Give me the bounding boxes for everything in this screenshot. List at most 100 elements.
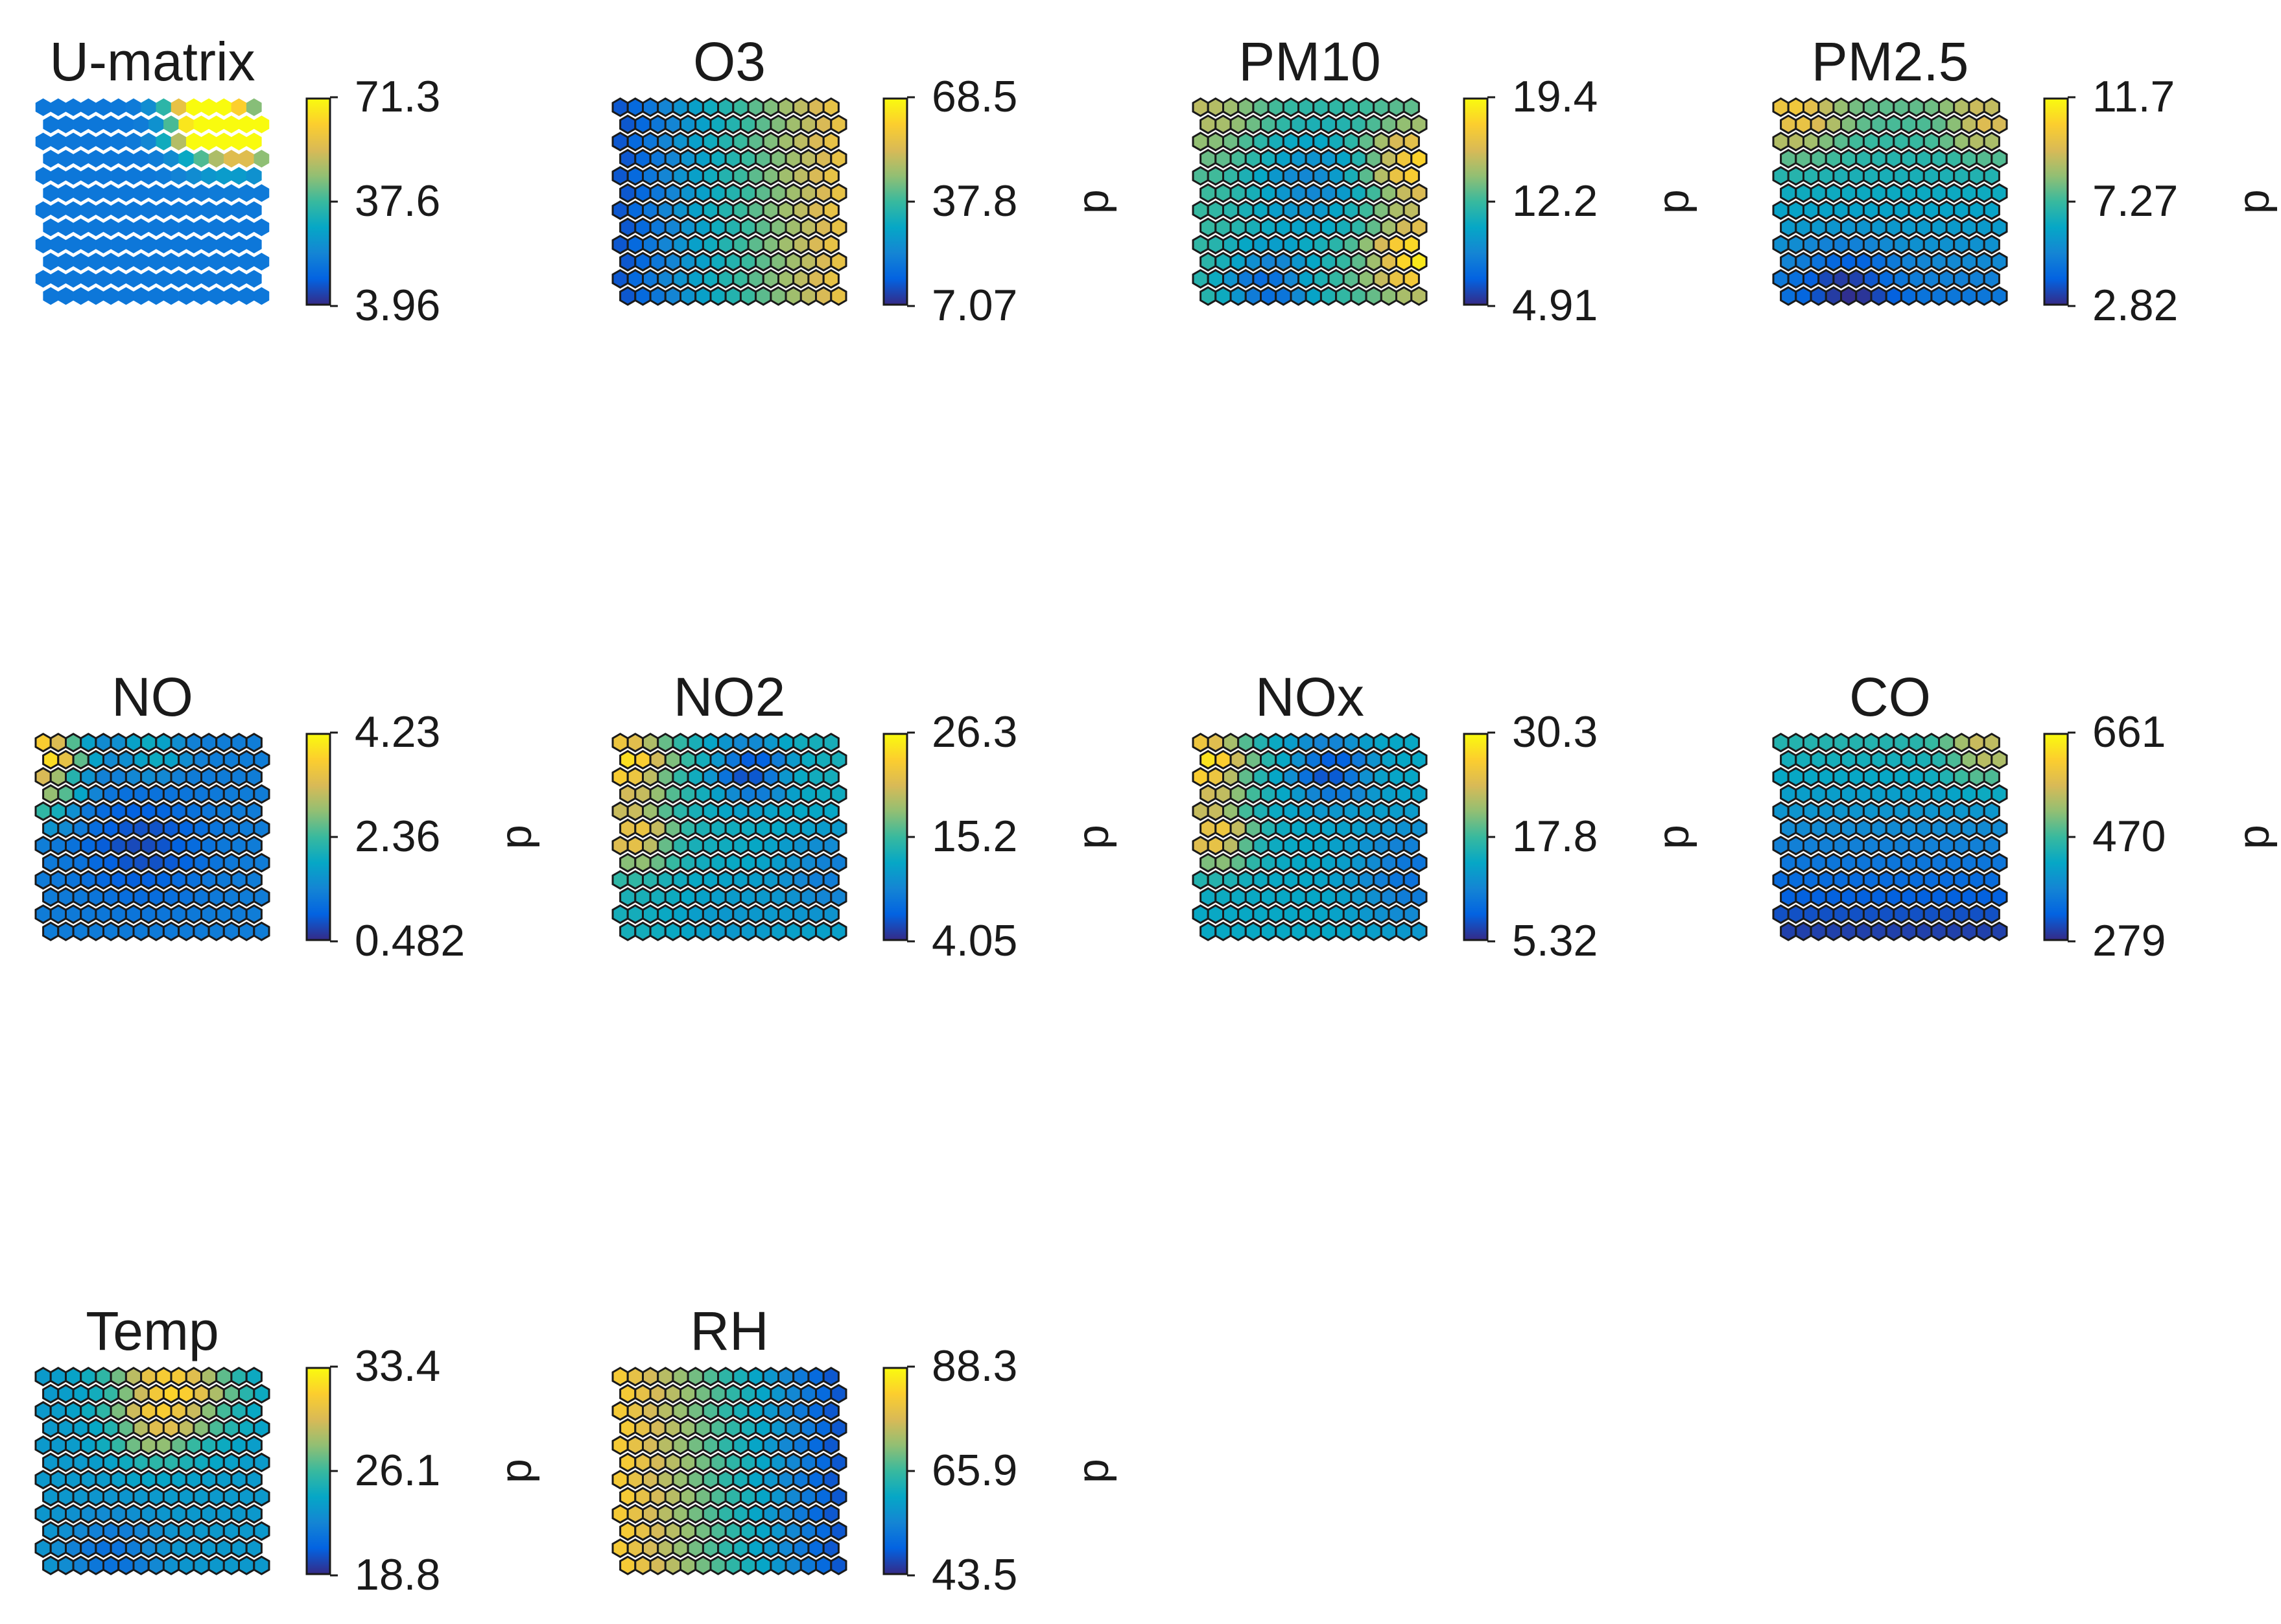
som-hex-cell: [611, 1470, 629, 1490]
som-hex-cell: [1832, 235, 1850, 255]
som-hex-cell: [245, 904, 263, 924]
som-hex-cell: [1373, 870, 1390, 890]
som-hex-cell: [830, 114, 847, 135]
som-hex-cell: [110, 733, 127, 753]
som-hex-cell: [253, 921, 270, 941]
som-hex-cell: [1275, 114, 1292, 135]
som-hex-cell: [1855, 148, 1873, 169]
som-hex-cell: [1244, 286, 1262, 306]
som-hex-cell: [762, 200, 779, 220]
som-hex-cell: [1350, 217, 1367, 237]
som-hex-cell: [702, 166, 720, 186]
som-hex-cell: [680, 749, 697, 770]
som-hex-cell: [1290, 217, 1307, 237]
som-hex-cell: [1802, 166, 1820, 186]
som-hex-cell: [49, 1401, 67, 1421]
som-hex-cell: [246, 270, 262, 288]
som-hex-cell: [1327, 904, 1345, 924]
som-hex-cell: [672, 904, 689, 924]
som-hex-cell: [1930, 252, 1948, 272]
som-hex-cell: [1275, 921, 1292, 941]
som-hex-cell: [88, 115, 104, 134]
som-hex-cell: [1192, 870, 1209, 890]
som-hex-cell: [657, 268, 674, 289]
som-hex-cell: [1260, 784, 1277, 804]
som-hex-cell: [163, 218, 179, 237]
som-hex-cell: [626, 904, 644, 924]
colorbar: [882, 733, 908, 941]
som-hex-cell: [619, 818, 637, 838]
som-hex-cell: [1327, 166, 1345, 186]
som-hex-cell: [1410, 887, 1428, 907]
som-hex-cell: [1260, 887, 1277, 907]
colorbar-tick-label: 3.96: [355, 281, 440, 330]
som-hex-cell: [253, 818, 270, 838]
som-hex-cell: [724, 818, 742, 838]
som-hex-cell: [1960, 148, 1978, 169]
som-hex-cell: [87, 818, 104, 838]
som-hex-cell: [231, 167, 247, 185]
som-hex-cell: [1810, 749, 1827, 770]
som-hex-cell: [1878, 132, 1895, 152]
som-hex-cell: [680, 217, 697, 237]
som-hex-cell: [709, 148, 727, 169]
som-hex-cell: [215, 1401, 233, 1421]
som-hex-cell: [1282, 268, 1300, 289]
som-hex-cell: [1342, 801, 1360, 821]
som-hex-cell: [807, 132, 825, 152]
som-hex-cell: [1312, 268, 1330, 289]
som-hex-cell: [1991, 749, 2008, 770]
som-hex-cell: [126, 98, 141, 117]
som-hex-cell: [147, 1452, 165, 1472]
som-hex-cell: [1365, 818, 1382, 838]
som-hex-cell: [1305, 183, 1322, 203]
som-hex-cell: [34, 1367, 52, 1387]
som-hex-cell: [57, 1487, 75, 1507]
som-hex-cell: [215, 836, 233, 856]
som-hex-cell: [162, 853, 180, 873]
som-hex-cell: [1817, 733, 1835, 753]
som-hex-cell: [132, 818, 150, 838]
som-hex-cell: [1855, 252, 1873, 272]
som-hex-cell: [124, 767, 143, 787]
som-hex-cell: [1373, 97, 1390, 117]
som-hex-cell: [702, 836, 720, 856]
som-hex-cell: [1870, 114, 1887, 135]
som-hex-cell: [155, 733, 172, 753]
som-hex-cell: [611, 733, 629, 753]
som-hex-cell: [642, 97, 659, 117]
som-hex-cell: [1402, 904, 1420, 924]
som-hex-cell: [254, 115, 270, 134]
som-hex-cell: [777, 801, 795, 821]
som-hex-cell: [792, 132, 810, 152]
som-hex-cell: [1402, 166, 1420, 186]
som-hex-cell: [1915, 252, 1933, 272]
som-hex-cell: [34, 733, 52, 753]
som-hex-cell: [43, 150, 59, 168]
som-hex-cell: [1832, 132, 1850, 152]
som-hex-cell: [170, 1504, 187, 1524]
som-hex-cell: [57, 887, 75, 907]
som-hex-cell: [634, 1418, 652, 1438]
som-hex-cell: [777, 1367, 795, 1387]
som-hex-cell: [694, 1521, 712, 1541]
som-hex-cell: [1207, 904, 1224, 924]
som-hex-cell: [1945, 749, 1963, 770]
som-hex-cell: [1200, 818, 1217, 838]
som-hex-cell: [680, 114, 697, 135]
som-hex-cell: [815, 217, 833, 237]
som-hex-cell: [1214, 887, 1232, 907]
som-hex-cell: [65, 235, 81, 253]
som-hex-cell: [1237, 767, 1255, 787]
som-hex-cell: [239, 150, 255, 168]
som-hex-cell: [1915, 286, 1933, 306]
som-hex-cell: [1885, 148, 1902, 169]
som-hex-cell: [1772, 166, 1790, 186]
som-hex-cell: [1900, 784, 1918, 804]
som-hex-cell: [1290, 148, 1307, 169]
som-hex-cell: [649, 148, 667, 169]
som-hex-cell: [634, 217, 652, 237]
som-hex-cell: [1380, 183, 1397, 203]
som-hex-cell: [1893, 97, 1910, 117]
colorbar-tick-label: 470: [2092, 812, 2166, 861]
